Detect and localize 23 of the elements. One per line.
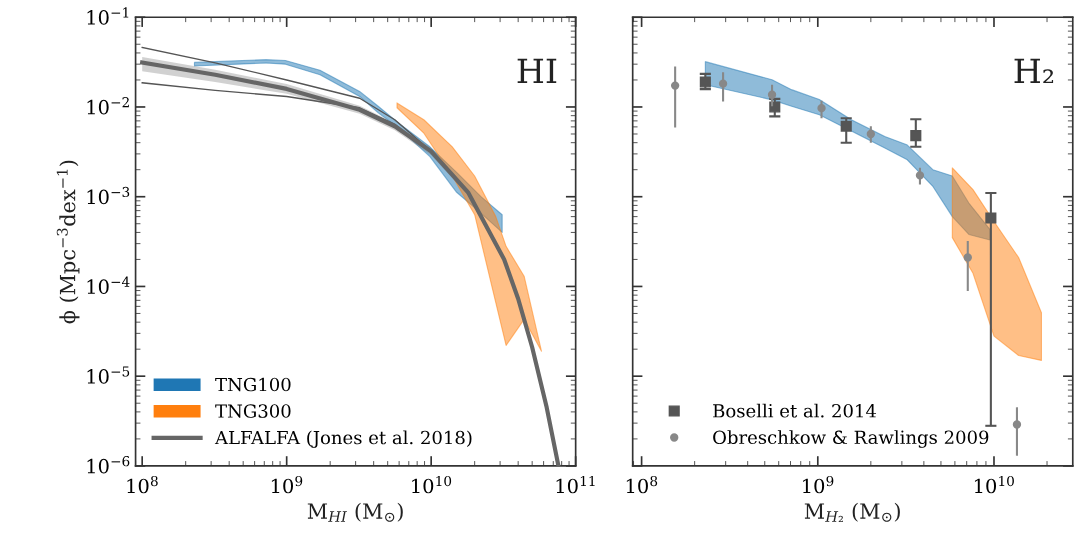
- x-tick-label: 10$^{10}$: [412, 475, 452, 494]
- legend-label: TNG100: [215, 377, 291, 392]
- x-tick-label: 10$^{9}$: [803, 475, 834, 494]
- y-axis-title: ϕ (Mpc$^{−3}$dex$^{−1}$): [56, 160, 80, 324]
- x-tick-label: 10$^{9}$: [271, 475, 303, 494]
- legend-label: Obreschkow & Rawlings 2009: [713, 430, 989, 448]
- annotation: H₂: [1014, 58, 1054, 84]
- legend-label: TNG300: [215, 404, 291, 418]
- y-tick-label: 10$^{−3}$: [87, 186, 130, 205]
- y-tick-label: 10$^{−4}$: [87, 276, 130, 294]
- y-tick-label: 10$^{−2}$: [87, 97, 129, 115]
- x-tick-label: 10$^{10}$: [974, 475, 1014, 494]
- annotation: HI: [517, 58, 557, 83]
- x-tick-label: 10$^{8}$: [127, 475, 158, 494]
- y-tick-label: 10$^{−5}$: [87, 366, 130, 384]
- x-tick-label: 10$^{8}$: [626, 475, 658, 494]
- x-axis-title: M$_{H₂}$ (M$_{⊙}$): [804, 502, 900, 522]
- legend-label: ALFALFA (Jones et al. 2018): [214, 430, 472, 448]
- x-axis-title: M$_{HI}$ (M$_{⊙}$): [307, 502, 403, 522]
- x-tick-label: 10$^{11}$: [556, 475, 595, 494]
- y-tick-label: 10$^{−1}$: [87, 7, 129, 25]
- y-tick-label: 10$^{−6}$: [87, 456, 130, 474]
- legend-label: Boselli et al. 2014: [713, 403, 877, 418]
